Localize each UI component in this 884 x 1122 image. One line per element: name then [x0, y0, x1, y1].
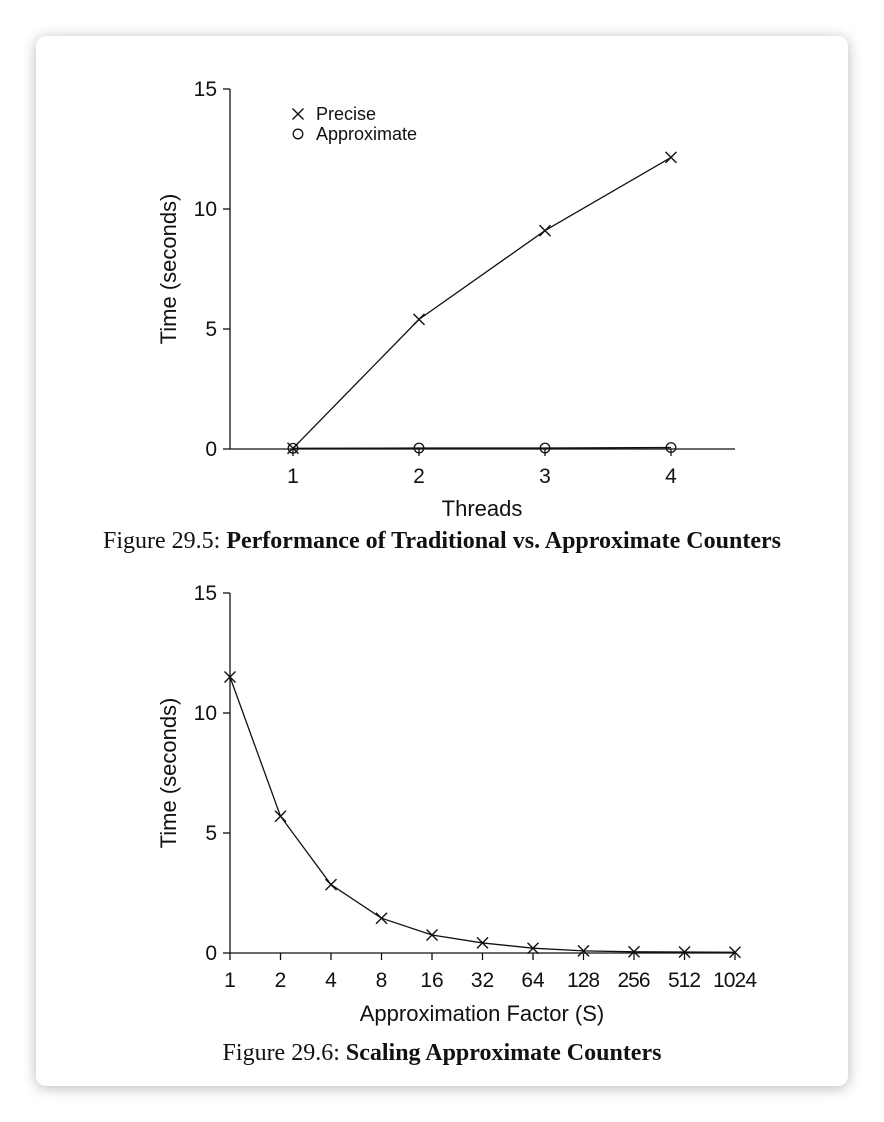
figure-number: Figure 29.5: [103, 528, 221, 554]
data-point [729, 946, 741, 959]
data-point [375, 912, 388, 925]
data-point [325, 878, 337, 891]
series-line [229, 676, 736, 953]
figure-caption: Figure 29.6: Scaling Approximate Counter… [0, 1040, 884, 1067]
data-point [527, 942, 539, 955]
figure-caption: Figure 29.5: Performance of Traditional … [0, 528, 884, 555]
figure-number: Figure 29.6: [222, 1040, 340, 1066]
data-point [628, 945, 640, 958]
data-point-precise [665, 151, 677, 164]
x-tick-label: 2 [275, 969, 287, 992]
x-tick-label: 64 [521, 969, 545, 992]
legend-label-approximate: Approximate [316, 124, 417, 144]
y-tick-label: 10 [194, 702, 217, 725]
data-point-approximate [539, 442, 551, 454]
y-tick-label: 15 [194, 78, 217, 101]
y-axis-title: Time (seconds) [156, 698, 181, 849]
data-point-approximate [665, 442, 677, 454]
y-tick-label: 10 [194, 198, 217, 221]
legend-marker-precise [292, 108, 304, 120]
x-axis-title: Approximation Factor (S) [360, 1001, 605, 1026]
x-tick-label: 256 [618, 969, 651, 992]
figure-title: Scaling Approximate Counters [345, 1040, 662, 1066]
x-tick-label: 16 [420, 969, 443, 992]
data-point [274, 810, 287, 823]
y-tick-label: 5 [205, 318, 217, 341]
data-point-precise [539, 224, 551, 237]
legend-label-precise: Precise [316, 104, 376, 124]
y-axis-title: Time (seconds) [156, 194, 181, 345]
series-line-precise [292, 156, 672, 449]
x-tick-label: 1 [224, 969, 236, 992]
legend-marker-approximate [292, 128, 304, 140]
data-point [224, 671, 236, 683]
data-point [577, 944, 590, 957]
x-tick-label: 32 [471, 969, 494, 992]
x-tick-label: 128 [567, 969, 600, 992]
data-point [426, 929, 438, 941]
data-point-approximate [287, 442, 299, 454]
x-tick-label: 4 [325, 969, 337, 992]
x-tick-label: 2 [413, 465, 425, 488]
x-tick-label: 3 [539, 465, 551, 488]
y-tick-label: 0 [205, 942, 217, 965]
x-tick-label: 8 [376, 969, 388, 992]
y-tick-label: 15 [194, 582, 217, 605]
x-tick-label: 1024 [713, 969, 757, 992]
y-tick-label: 5 [205, 822, 217, 845]
data-point [678, 946, 691, 959]
x-tick-label: 1 [287, 465, 299, 488]
data-point [476, 936, 489, 949]
data-point-approximate [413, 442, 425, 454]
x-tick-label: 4 [665, 465, 677, 488]
data-point-precise [413, 313, 425, 326]
x-tick-label: 512 [668, 969, 701, 992]
figure-title: Performance of Traditional vs. Approxima… [226, 528, 781, 554]
series-line-approximate [292, 446, 672, 449]
x-axis-title: Threads [442, 496, 523, 521]
document-card [36, 36, 848, 1086]
y-tick-label: 0 [205, 438, 217, 461]
